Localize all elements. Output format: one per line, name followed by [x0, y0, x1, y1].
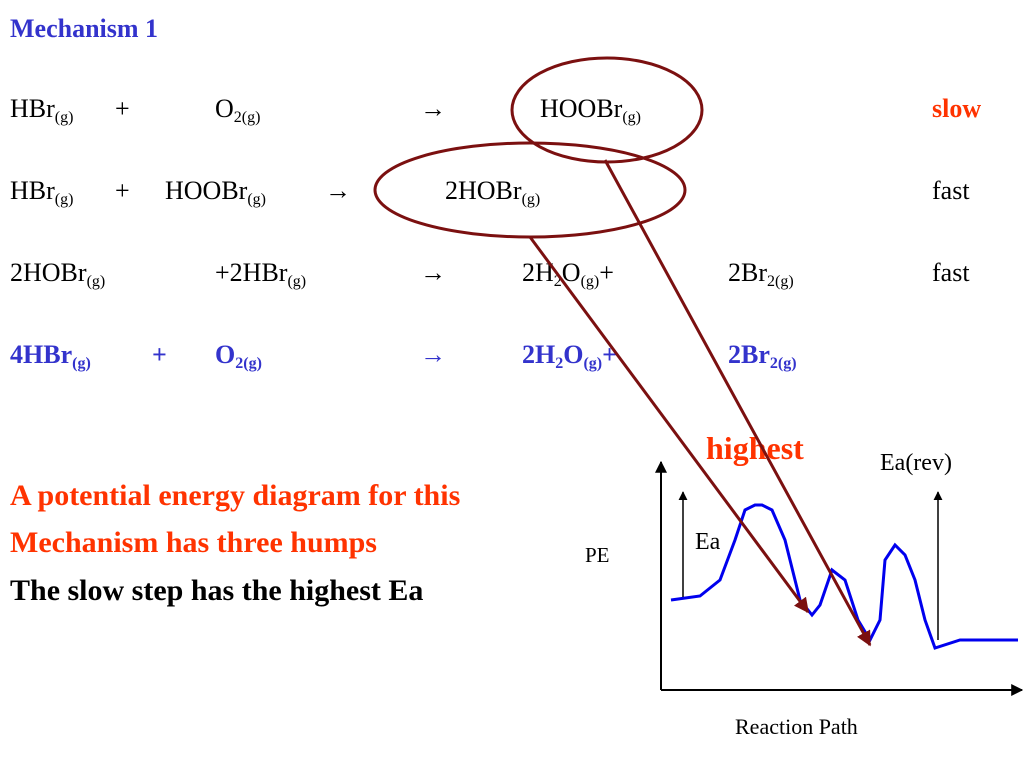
formula: 2H	[522, 340, 556, 369]
formula: 2Br	[728, 258, 767, 287]
subscript: 2	[555, 355, 564, 372]
formula: +	[152, 340, 167, 369]
subscript: 2(g)	[767, 273, 794, 290]
species: 2Br2(g)	[728, 260, 794, 290]
formula: O	[215, 94, 234, 123]
species: +	[115, 96, 130, 122]
species: +	[152, 342, 167, 368]
species: 2HOBr(g)	[10, 260, 105, 290]
formula: 4HBr	[10, 340, 73, 369]
ea-label: Ea	[695, 529, 721, 555]
subscript: (g)	[247, 191, 266, 208]
species: HBr(g)	[10, 96, 73, 126]
pointer-arrow	[528, 236, 810, 614]
subscript: (g)	[72, 355, 91, 372]
rate: fast	[932, 258, 970, 287]
species: +2HBr(g)	[215, 260, 306, 290]
species: HOOBr(g)	[540, 96, 641, 126]
formula: →	[420, 258, 446, 287]
subscript: (g)	[287, 273, 307, 290]
formula: O	[563, 340, 584, 369]
formula: →	[420, 94, 446, 123]
formula: 2Br	[728, 340, 770, 369]
rate: slow	[932, 94, 982, 123]
subscript: 2	[553, 273, 562, 290]
note: Mechanism has three humps	[10, 526, 377, 559]
species: 2HOBr(g)	[445, 178, 540, 208]
species: +	[115, 178, 130, 204]
species: →	[420, 96, 446, 122]
species: 4HBr(g)	[10, 342, 91, 372]
formula: 2HOBr	[445, 176, 522, 205]
energy-curve	[670, 503, 1018, 650]
ea-rev-label: Ea(rev)	[880, 450, 952, 476]
note: The slow step has the highest Ea	[10, 574, 424, 607]
formula: HOOBr	[540, 94, 623, 123]
note: A potential energy diagram for this	[10, 479, 461, 512]
formula: →	[325, 176, 351, 205]
species: 2Br2(g)	[728, 342, 797, 372]
title: Mechanism 1	[10, 14, 159, 43]
formula: O	[561, 258, 581, 287]
formula: HOOBr	[165, 176, 248, 205]
species: →	[420, 342, 446, 368]
y-axis-label: PE	[585, 543, 610, 567]
rate: fast	[932, 176, 970, 205]
formula: 2HOBr	[10, 258, 87, 287]
subscript: (g)	[521, 191, 541, 208]
subscript: (g)	[583, 355, 603, 372]
x-axis-label: Reaction Path	[735, 714, 858, 739]
formula: +	[599, 258, 614, 287]
subscript: (g)	[54, 191, 74, 208]
species: O2(g)	[215, 342, 262, 372]
subscript: (g)	[580, 273, 600, 290]
formula: HBr	[10, 94, 55, 123]
subscript: (g)	[54, 109, 74, 126]
formula: +	[115, 176, 130, 205]
species: →	[325, 178, 351, 204]
subscript: 2(g)	[769, 355, 797, 372]
formula: +2HBr	[215, 258, 288, 287]
formula: HBr	[10, 176, 55, 205]
formula: →	[420, 340, 446, 369]
species: HOOBr(g)	[165, 178, 266, 208]
subscript: (g)	[622, 109, 641, 126]
species: O2(g)	[215, 96, 260, 126]
formula: +	[115, 94, 130, 123]
circle	[510, 56, 704, 164]
subscript: 2(g)	[235, 355, 262, 372]
species: HBr(g)	[10, 178, 73, 208]
formula: O	[215, 340, 236, 369]
species: →	[420, 260, 446, 286]
pointer-arrow	[603, 159, 872, 647]
subscript: 2(g)	[233, 109, 261, 126]
subscript: (g)	[86, 273, 106, 290]
